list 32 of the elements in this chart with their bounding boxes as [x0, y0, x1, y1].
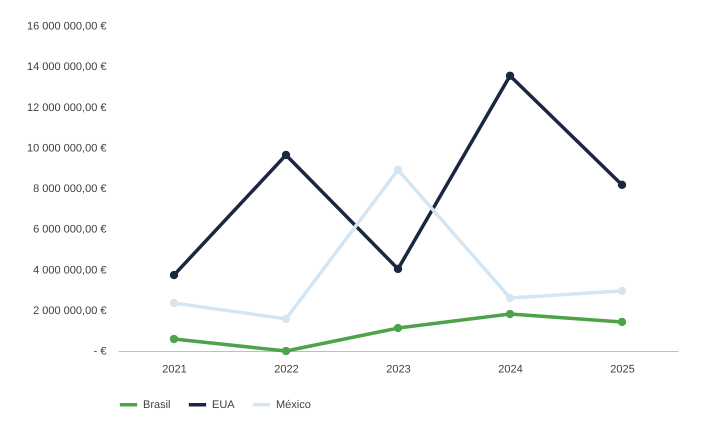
y-tick-label: 14 000 000,00 € — [26, 61, 106, 74]
x-tick-label: 2023 — [386, 364, 411, 376]
point — [506, 72, 514, 80]
point — [394, 166, 402, 174]
point — [506, 294, 514, 302]
legend-label: EUA — [212, 398, 236, 411]
point — [170, 334, 178, 344]
legend-label: Brasil — [143, 398, 171, 411]
y-tick-label: - € — [94, 346, 106, 358]
y-tick-label: 16 000 000,00 € — [26, 20, 106, 32]
x-tick-label: 2021 — [162, 364, 187, 376]
y-tick-label: 2 000 000,00 € — [33, 304, 106, 317]
y-tick-label: 8 000 000,00 € — [33, 183, 106, 195]
point — [394, 324, 402, 332]
point — [170, 270, 178, 280]
y-tick-label: 6 000 000,00 € — [33, 224, 106, 236]
point — [282, 150, 290, 160]
x-tick-label: 2025 — [610, 364, 635, 376]
point — [618, 318, 626, 326]
x-tick-label: 2022 — [274, 364, 299, 376]
point — [282, 346, 290, 356]
legend-label: México — [276, 398, 311, 411]
point — [618, 286, 626, 296]
y-tick-label: 12 000 000,00 € — [26, 102, 106, 114]
point — [170, 298, 178, 308]
point — [282, 314, 290, 324]
point — [506, 310, 514, 318]
y-tick-label: 10 000 000,00 € — [26, 142, 106, 154]
x-tick-label: 2024 — [498, 364, 523, 376]
point — [618, 180, 626, 190]
point — [394, 264, 402, 274]
y-tick-label: 4 000 000,00 € — [33, 264, 106, 276]
